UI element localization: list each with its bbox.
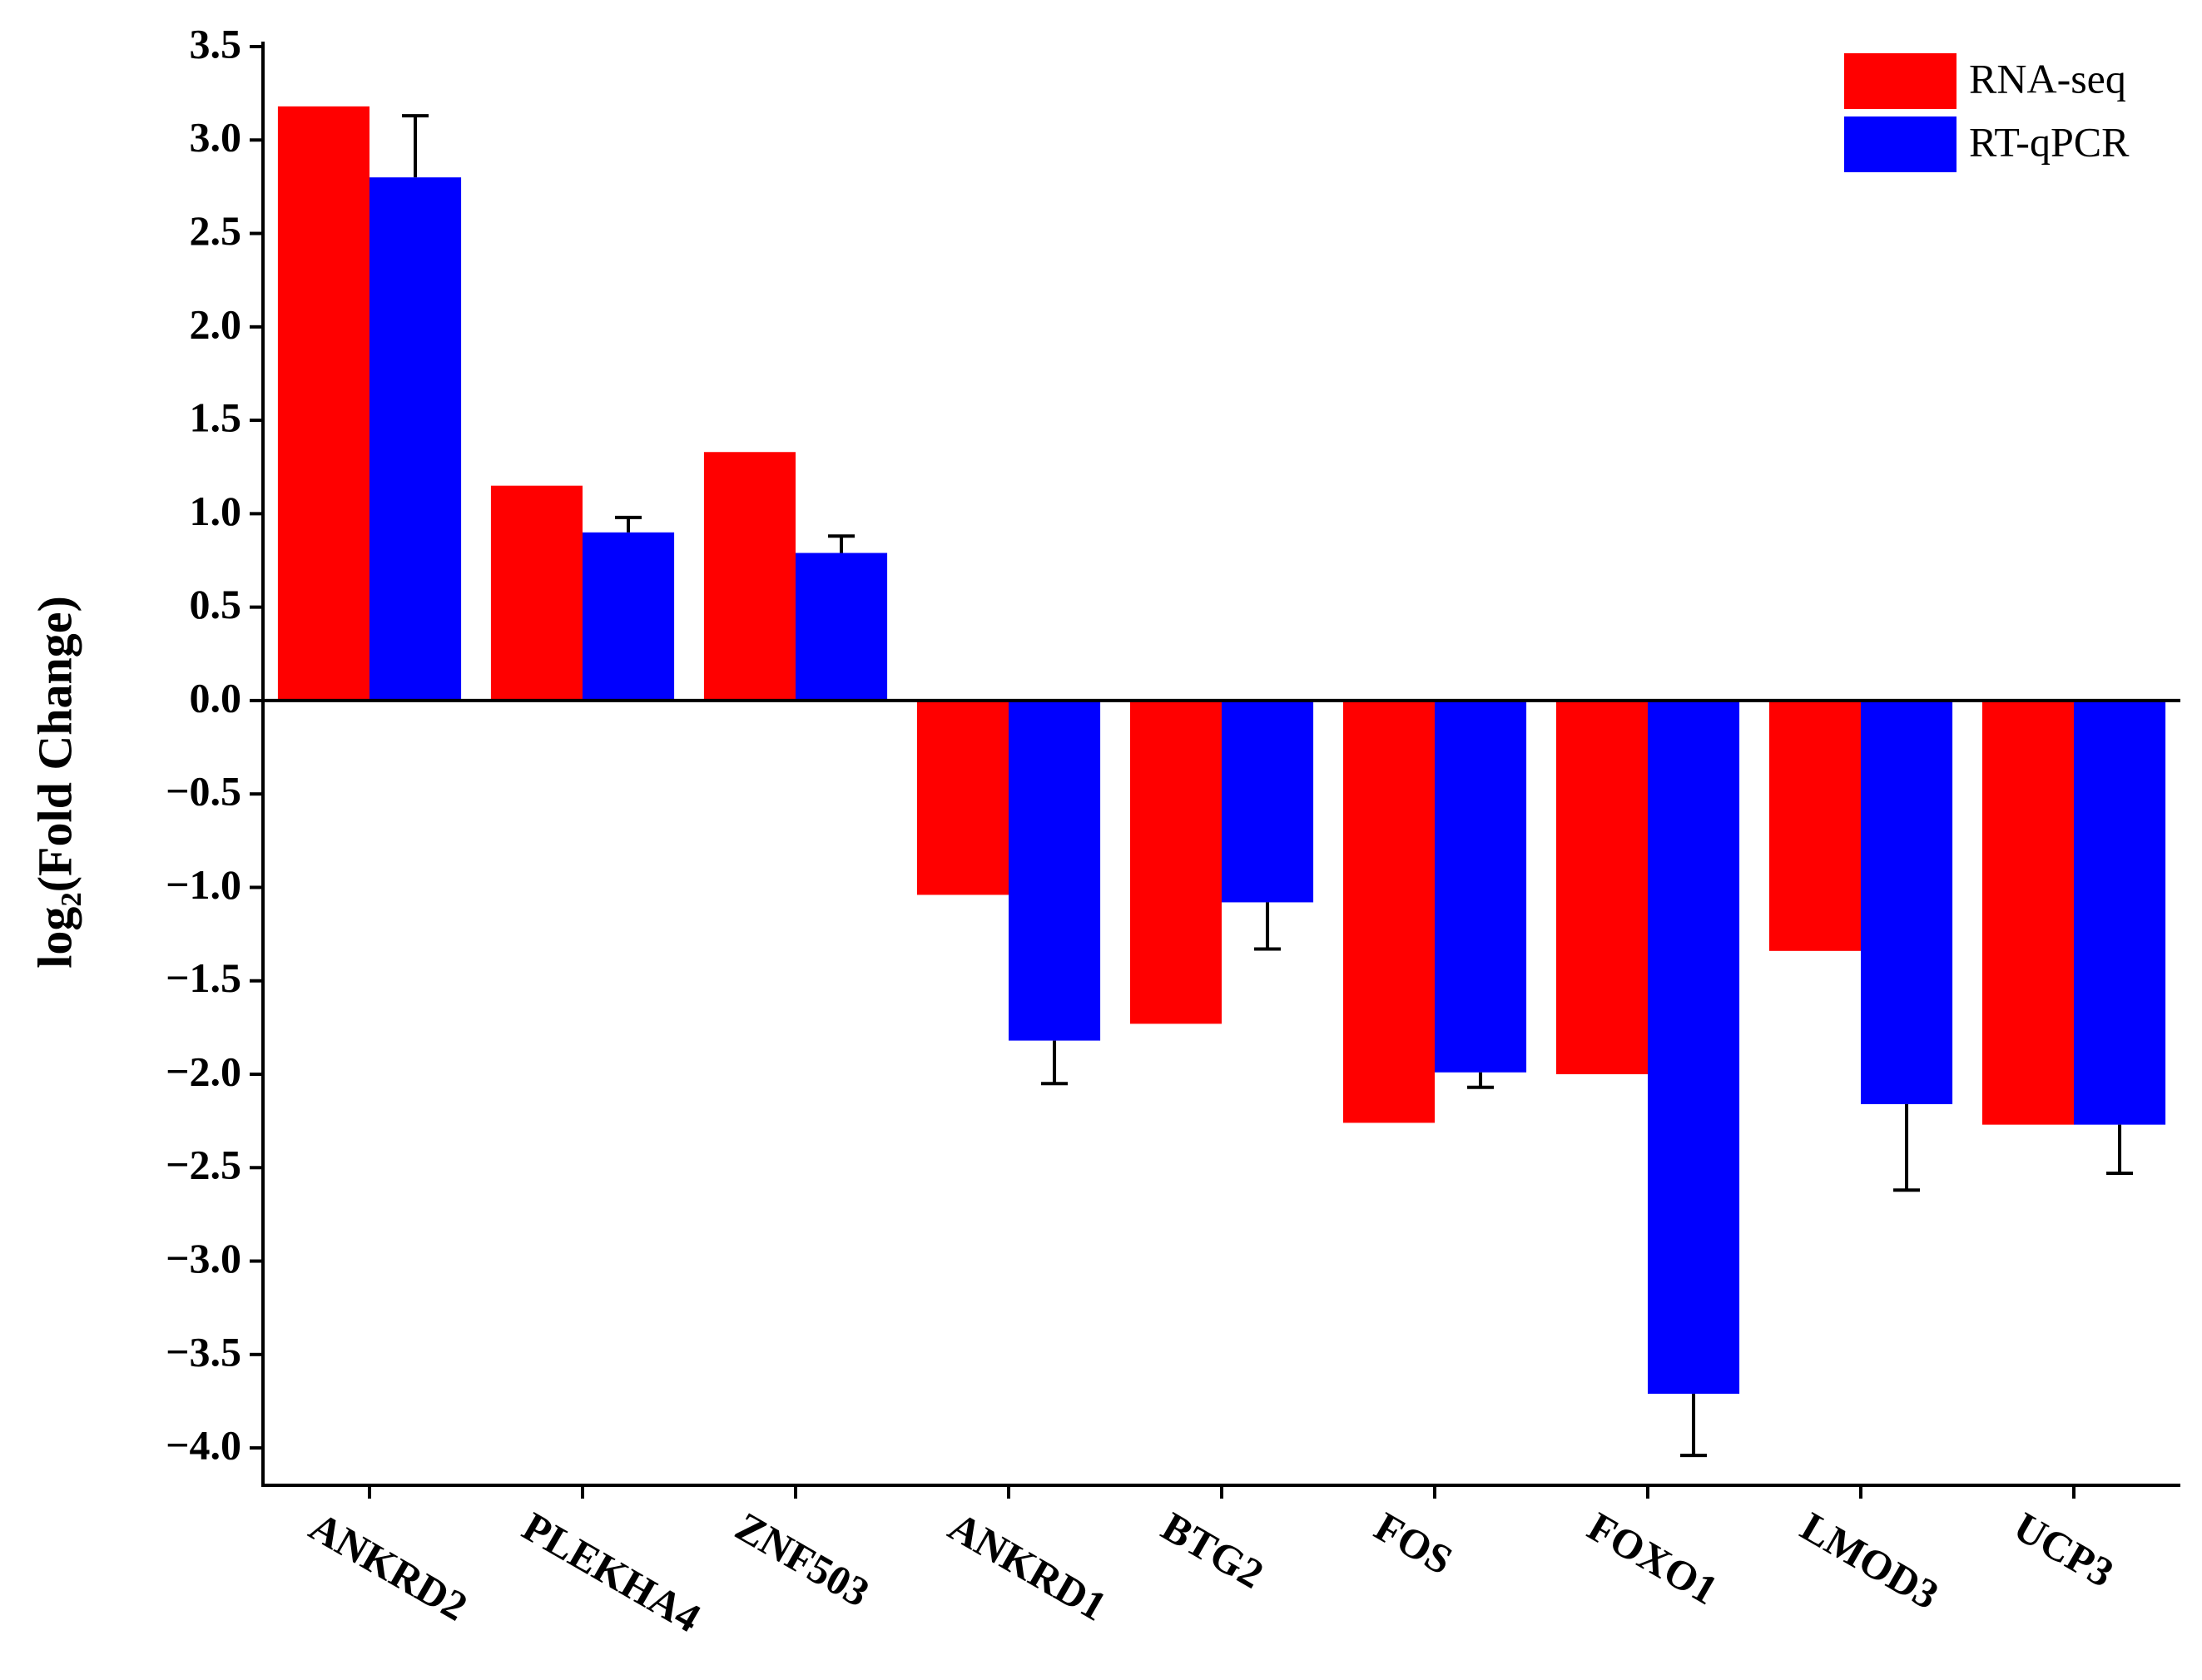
y-tick-label: −2.5 bbox=[166, 1142, 241, 1188]
bar bbox=[1768, 700, 1861, 951]
x-tick-label: FOXO1 bbox=[1580, 1503, 1726, 1613]
error-bar bbox=[1680, 1393, 1708, 1458]
legend-label: RNA-seq bbox=[1969, 55, 2126, 102]
x-tick-label: FOS bbox=[1367, 1503, 1461, 1583]
bar bbox=[1222, 700, 1314, 903]
x-tick-label: LMOD3 bbox=[1793, 1503, 1947, 1618]
error-bar bbox=[1254, 902, 1282, 951]
bar bbox=[1435, 700, 1527, 1073]
y-tick-label: 1.5 bbox=[190, 394, 242, 441]
bar bbox=[1648, 700, 1740, 1394]
legend-label: RT-qPCR bbox=[1969, 118, 2130, 165]
y-tick-label: 0.5 bbox=[190, 581, 242, 627]
legend-swatch bbox=[1844, 53, 1957, 109]
error-bar bbox=[402, 114, 429, 178]
bar bbox=[1009, 700, 1101, 1041]
error-bar bbox=[2106, 1124, 2134, 1176]
error-bar bbox=[1467, 1072, 1495, 1089]
x-tick-label: ANKRD1 bbox=[941, 1503, 1114, 1630]
y-tick-label: 2.0 bbox=[190, 300, 242, 347]
error-bar bbox=[615, 515, 642, 533]
bar bbox=[583, 532, 675, 701]
bar bbox=[369, 177, 462, 701]
error-bar bbox=[1041, 1040, 1069, 1086]
bar bbox=[1861, 700, 1953, 1104]
bar bbox=[1342, 700, 1435, 1123]
bar bbox=[1129, 700, 1222, 1024]
y-tick-label: −1.0 bbox=[166, 861, 241, 908]
bar bbox=[2074, 700, 2166, 1125]
y-tick-label: −3.5 bbox=[166, 1328, 241, 1375]
error-bar bbox=[828, 534, 856, 553]
y-tick-label: 3.5 bbox=[190, 20, 242, 67]
bar bbox=[916, 700, 1009, 895]
x-tick-label: BTG2 bbox=[1154, 1503, 1272, 1598]
y-tick-label: 3.0 bbox=[190, 114, 242, 161]
y-tick-label: 1.0 bbox=[190, 488, 242, 534]
x-tick-label: PLEKHA4 bbox=[515, 1503, 709, 1642]
y-tick-label: −0.5 bbox=[166, 768, 241, 815]
bar bbox=[490, 485, 583, 701]
x-tick-label: ANKRD2 bbox=[302, 1503, 475, 1630]
bar bbox=[277, 106, 369, 701]
bar bbox=[796, 553, 888, 701]
y-tick-label: −1.5 bbox=[166, 954, 241, 1001]
x-tick-label: UCP3 bbox=[2006, 1503, 2122, 1596]
y-tick-label: 0.0 bbox=[190, 674, 242, 721]
bar bbox=[1555, 700, 1648, 1074]
y-tick-label: −3.0 bbox=[166, 1235, 241, 1281]
legend-swatch bbox=[1844, 116, 1957, 172]
y-tick-label: 2.5 bbox=[190, 207, 242, 254]
y-tick-label: −2.0 bbox=[166, 1048, 241, 1094]
error-bar bbox=[1893, 1103, 1921, 1192]
bar bbox=[703, 452, 796, 701]
y-axis-label: log₂(Fold Change) bbox=[27, 596, 82, 969]
x-tick-label: ZNF503 bbox=[728, 1503, 878, 1616]
bar bbox=[1981, 700, 2074, 1125]
y-tick-label: −4.0 bbox=[166, 1422, 241, 1469]
